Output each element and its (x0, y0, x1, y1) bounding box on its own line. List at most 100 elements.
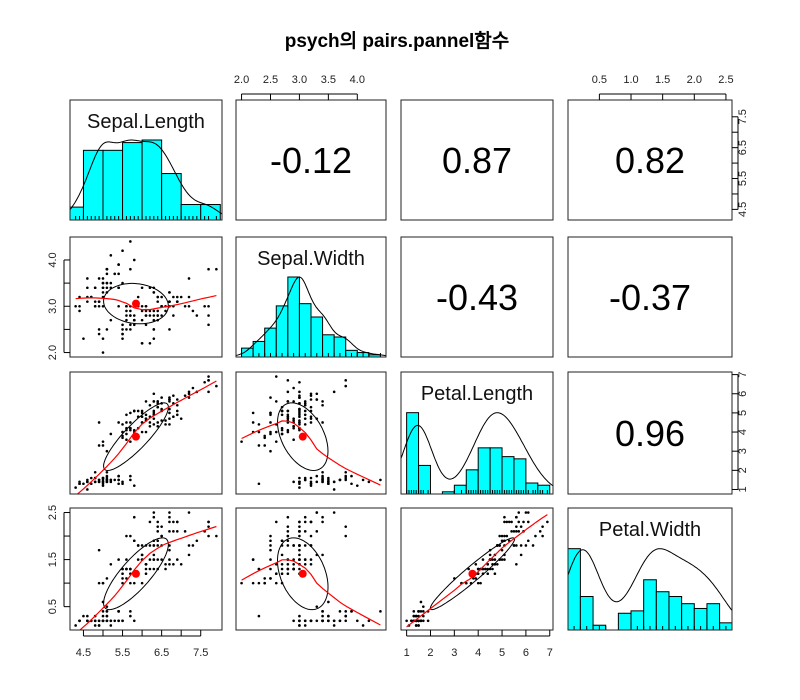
axis-tick-label: 3.0 (47, 299, 59, 314)
data-point (109, 281, 113, 285)
data-point (74, 624, 77, 627)
data-point (269, 421, 272, 424)
data-point (144, 413, 148, 417)
data-point (121, 572, 124, 576)
data-point (321, 610, 324, 613)
data-point (125, 421, 128, 424)
data-point (327, 478, 330, 482)
correlation-value: -0.43 (436, 277, 518, 318)
data-point (121, 619, 124, 623)
data-point (298, 423, 301, 426)
data-point (160, 558, 163, 561)
data-point (125, 318, 128, 322)
data-point (117, 482, 120, 486)
data-point (303, 409, 307, 413)
data-point (144, 572, 148, 576)
data-point (97, 480, 101, 484)
data-point (156, 544, 160, 547)
data-point (105, 610, 109, 613)
data-point (86, 614, 89, 618)
data-point (168, 520, 171, 524)
panel-border (69, 507, 223, 631)
data-point (203, 304, 206, 308)
axis-tick-label: 2.0 (234, 74, 249, 86)
data-point (292, 438, 295, 442)
data-point (526, 520, 530, 524)
panel-border (69, 371, 223, 495)
data-point (152, 409, 156, 413)
data-point (309, 394, 313, 397)
data-point (121, 423, 124, 426)
data-point (144, 567, 148, 571)
data-point (101, 351, 105, 354)
histogram-bar (465, 469, 479, 494)
data-point (156, 295, 160, 299)
data-point (280, 567, 284, 571)
data-point (476, 567, 480, 571)
axis-tick-label: 4.0 (350, 74, 365, 86)
data-point (367, 619, 371, 623)
data-point (97, 277, 101, 280)
data-point (517, 520, 521, 524)
data-point (78, 309, 81, 313)
data-point (286, 417, 290, 420)
data-point (321, 553, 324, 557)
data-point (292, 400, 295, 403)
data-point (168, 417, 171, 420)
diagonal-panel (568, 548, 732, 630)
data-point (113, 478, 117, 482)
data-point (479, 581, 482, 585)
density-curve (70, 139, 222, 215)
data-point (168, 300, 171, 303)
data-point (488, 553, 492, 557)
data-point (207, 390, 210, 394)
data-point (327, 600, 330, 604)
histogram-bar (537, 484, 551, 494)
axis-tick-label: 2 (427, 647, 433, 659)
axis-tick-label: 4 (475, 647, 481, 659)
data-point (105, 272, 109, 276)
data-point (144, 400, 148, 403)
data-point (292, 424, 295, 428)
data-point (344, 478, 348, 482)
data-point (109, 254, 113, 257)
data-point (175, 558, 179, 561)
panel-border (400, 99, 554, 221)
data-point (303, 413, 307, 417)
data-point (303, 544, 307, 547)
histogram-bar (655, 591, 670, 630)
data-point (105, 328, 109, 331)
data-point (257, 482, 261, 486)
histogram-bar (617, 612, 632, 630)
data-point (541, 525, 544, 528)
histogram-bar (579, 596, 594, 630)
data-point (257, 567, 261, 571)
data-point (321, 421, 324, 424)
data-point (101, 619, 105, 623)
mean-point (131, 432, 140, 441)
data-point (121, 323, 124, 327)
data-point (93, 286, 97, 290)
panel-border (400, 507, 554, 631)
axis-tick-label: 1.5 (655, 74, 670, 86)
data-point (125, 432, 128, 436)
axis-tick-label: 4.5 (737, 202, 749, 217)
data-point (93, 624, 97, 627)
data-point (97, 581, 101, 585)
data-point (117, 263, 120, 266)
data-point (419, 610, 423, 613)
data-point (152, 558, 156, 561)
data-point (207, 323, 210, 327)
data-point (152, 337, 156, 340)
data-point (168, 562, 171, 566)
axis-tick-label: 2 (737, 467, 749, 473)
panel-border (567, 236, 733, 358)
data-point (298, 407, 301, 411)
data-point (510, 530, 513, 533)
data-point (86, 619, 89, 623)
data-point (417, 624, 420, 627)
data-point (109, 624, 113, 627)
data-point (101, 286, 105, 290)
data-point (344, 470, 348, 474)
